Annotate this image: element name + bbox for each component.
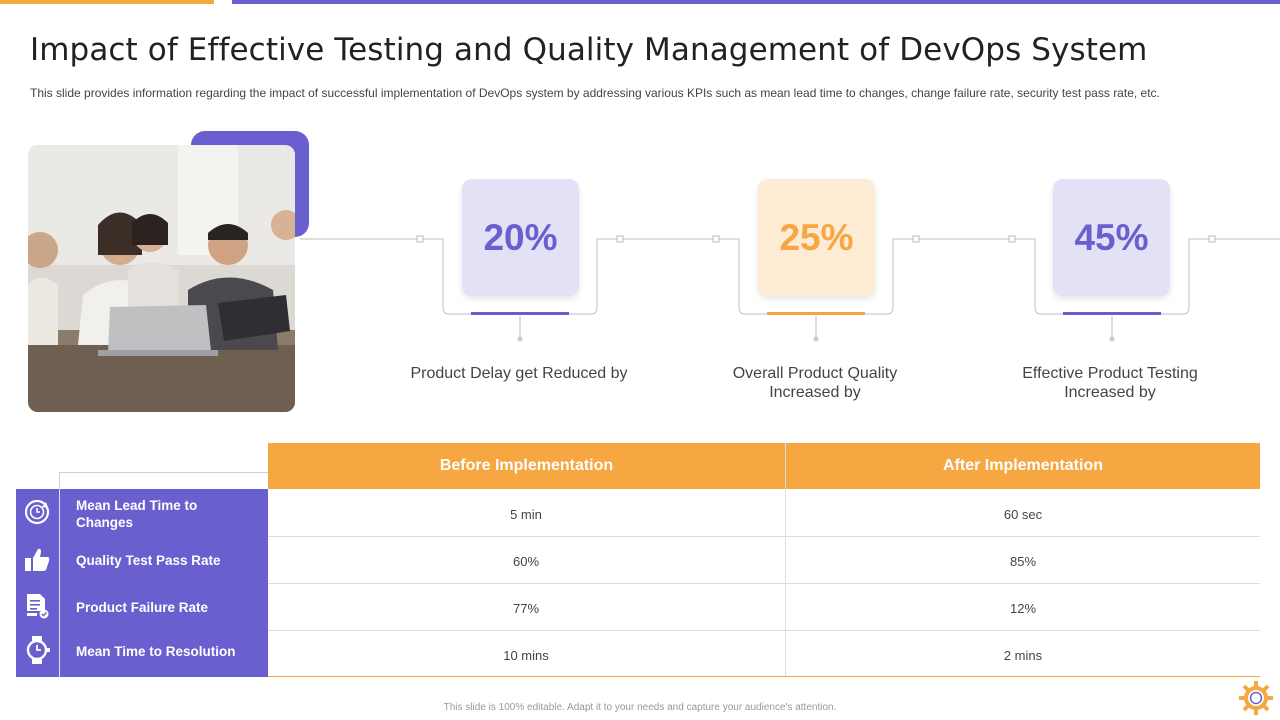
stopwatch-icon [26, 636, 50, 664]
cell-after: 60 sec [1003, 507, 1043, 522]
kpi-underline [471, 312, 569, 315]
kpi-value: 20% [483, 216, 558, 258]
kpi-underline [1063, 312, 1161, 315]
metric-side-panel [16, 489, 268, 677]
kpi-card-product-quality: 25% [758, 179, 875, 296]
kpi-label: Product Delay get Reduced by [410, 365, 628, 382]
metric-label: Quality Test Pass Rate [76, 553, 221, 568]
row-divider [268, 536, 1260, 537]
kpi-card-product-delay: 20% [462, 179, 579, 296]
gear-logo-icon [1239, 681, 1273, 715]
column-header-before: Before Implementation [268, 443, 785, 489]
row-divider [268, 583, 1260, 584]
cell-after: 2 mins [1003, 648, 1043, 663]
metric-label: Mean Lead Time to Changes [76, 498, 198, 530]
kpi-label: Overall Product Quality Increased by [732, 365, 898, 401]
cell-after: 12% [1009, 601, 1037, 616]
thumbs-up-icon [25, 548, 50, 571]
top-accent-bar-purple [232, 0, 1280, 4]
metric-label: Mean Time to Resolution [76, 644, 236, 659]
kpi-card-product-testing: 45% [1053, 179, 1170, 296]
clock-cycle-icon [24, 499, 50, 525]
document-check-icon [27, 594, 49, 619]
page-title: Impact of Effective Testing and Quality … [30, 32, 1148, 68]
footer-note: This slide is 100% editable. Adapt it to… [443, 702, 837, 713]
cell-before: 77% [512, 601, 540, 616]
kpi-value: 25% [779, 216, 854, 258]
cell-after: 85% [1009, 554, 1037, 569]
metric-icon-divider [59, 489, 60, 677]
team-meeting-photo [28, 145, 295, 412]
row-divider [268, 630, 1260, 631]
column-divider [785, 443, 786, 677]
kpi-label: Effective Product Testing Increased by [1022, 365, 1198, 401]
column-header-after: After Implementation [786, 443, 1260, 489]
cell-before: 60% [512, 554, 540, 569]
page-subtitle: This slide provides information regardin… [30, 86, 1160, 100]
table-bottom-border [268, 676, 1260, 677]
kpi-underline [767, 312, 865, 315]
metric-label: Product Failure Rate [76, 600, 209, 615]
kpi-value: 45% [1074, 216, 1149, 258]
cell-before: 10 mins [503, 648, 549, 663]
top-accent-bar-orange [0, 0, 214, 4]
cell-before: 5 min [510, 507, 542, 522]
